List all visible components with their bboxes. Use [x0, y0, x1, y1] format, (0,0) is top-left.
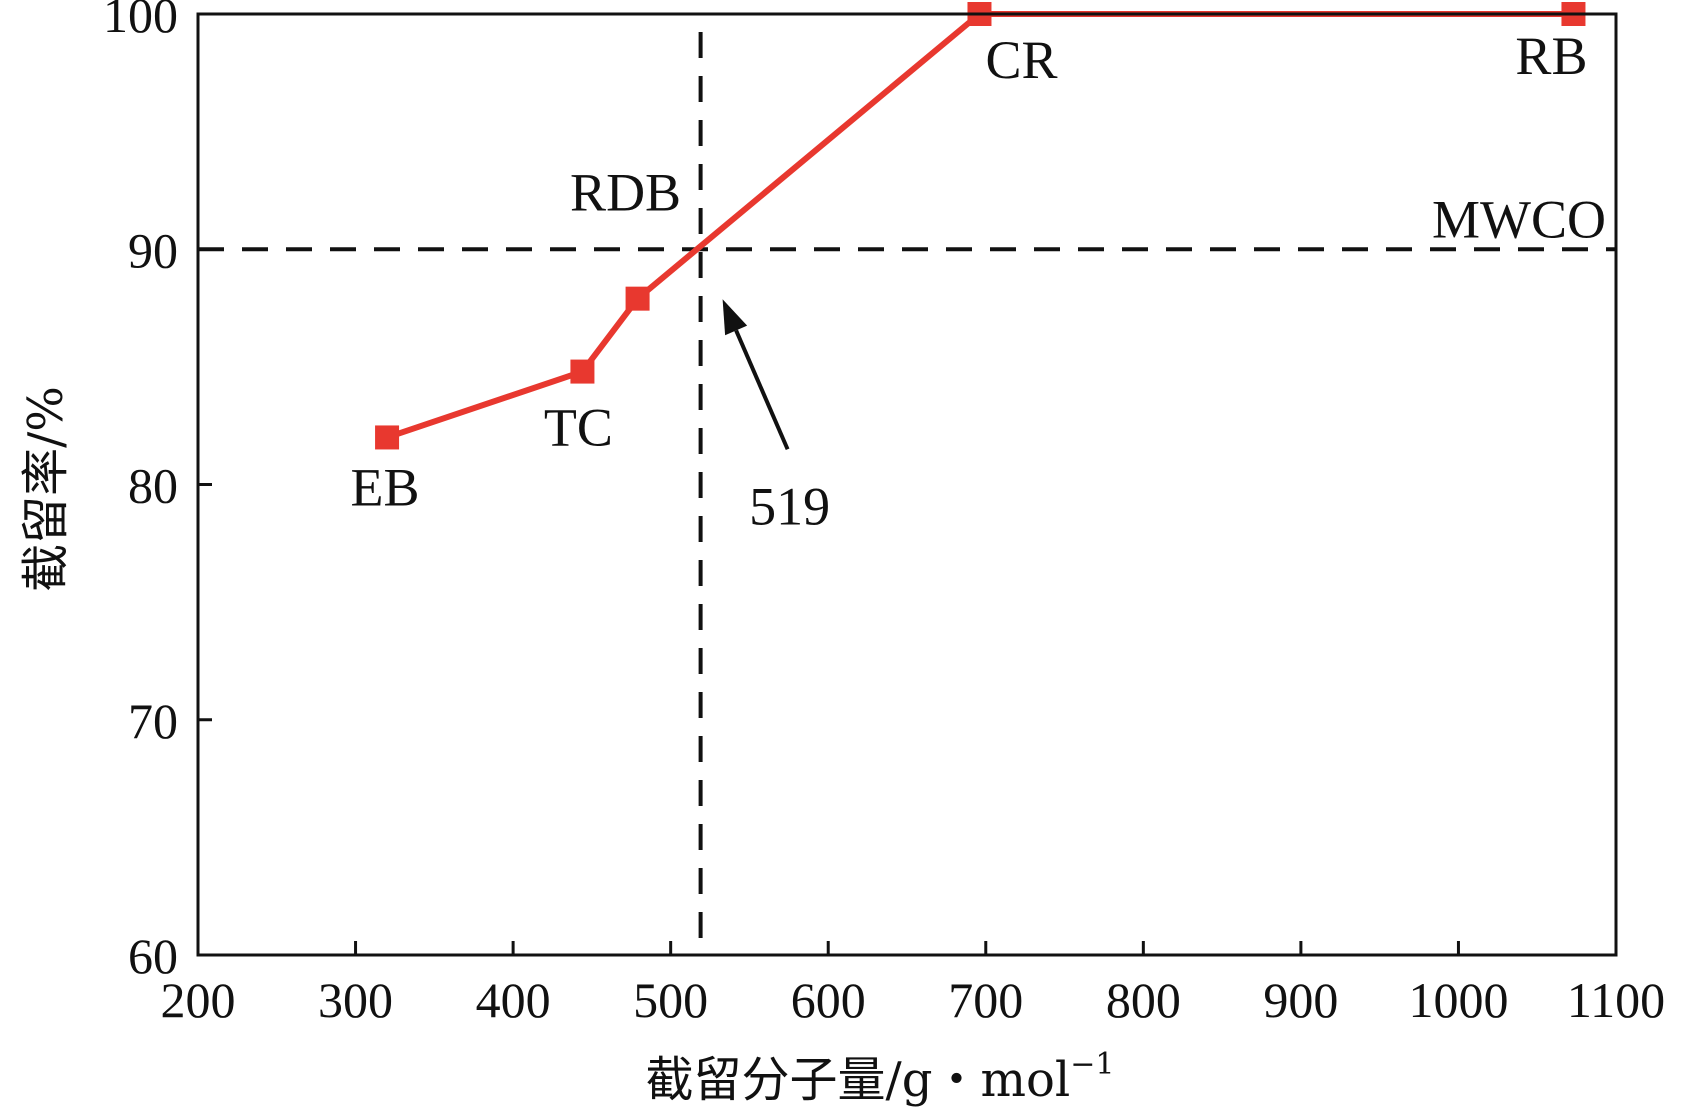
point-labels: EB TC RDB CR RB [351, 26, 1588, 517]
point-label-cr: CR [985, 30, 1057, 90]
x-tick-label: 800 [1106, 972, 1181, 1028]
cutoff-value-label: 519 [749, 476, 830, 536]
y-tick-label: 100 [103, 0, 178, 43]
point-label-rdb: RDB [570, 163, 681, 223]
y-tick-label: 60 [128, 928, 178, 984]
y-tick-label: 90 [128, 222, 178, 278]
reference-lines [198, 32, 1616, 955]
y-tick-label: 80 [128, 458, 178, 514]
data-point-tc [570, 359, 595, 384]
data-point-rdb [625, 286, 650, 311]
y-tick-label: 70 [128, 693, 178, 749]
x-axis-title: 截留分子量/g・mol−1 [646, 1047, 1115, 1108]
y-axis-ticks: 60 70 80 90 100 [103, 0, 212, 984]
x-tick-label: 400 [476, 972, 551, 1028]
data-point-eb [375, 425, 400, 450]
mwco-label: MWCO [1432, 189, 1606, 249]
x-axis-title-sup: −1 [1070, 1047, 1114, 1082]
x-tick-label: 700 [948, 972, 1023, 1028]
y-axis-title: 截留率/% [18, 386, 74, 592]
x-axis-title-text: 截留分子量/g・mol [646, 1052, 1071, 1108]
point-label-rb: RB [1515, 26, 1587, 86]
x-tick-label: 1000 [1408, 972, 1508, 1028]
x-tick-label: 600 [791, 972, 866, 1028]
x-tick-label: 300 [318, 972, 393, 1028]
x-tick-label: 900 [1263, 972, 1338, 1028]
series-polyline [386, 11, 1574, 441]
x-tick-label: 200 [161, 972, 236, 1028]
x-tick-label: 1100 [1567, 972, 1665, 1028]
x-tick-label: 500 [633, 972, 708, 1028]
point-label-tc: TC [544, 398, 613, 458]
annotations: MWCO 519 [722, 189, 1606, 536]
annotation-arrow-head [722, 299, 748, 336]
series-line [386, 11, 1574, 441]
point-label-eb: EB [351, 457, 420, 517]
x-axis-ticks: 200 300 400 500 600 700 800 900 1000 1100 [161, 941, 1665, 1028]
annotation-arrow-shaft [734, 329, 790, 451]
